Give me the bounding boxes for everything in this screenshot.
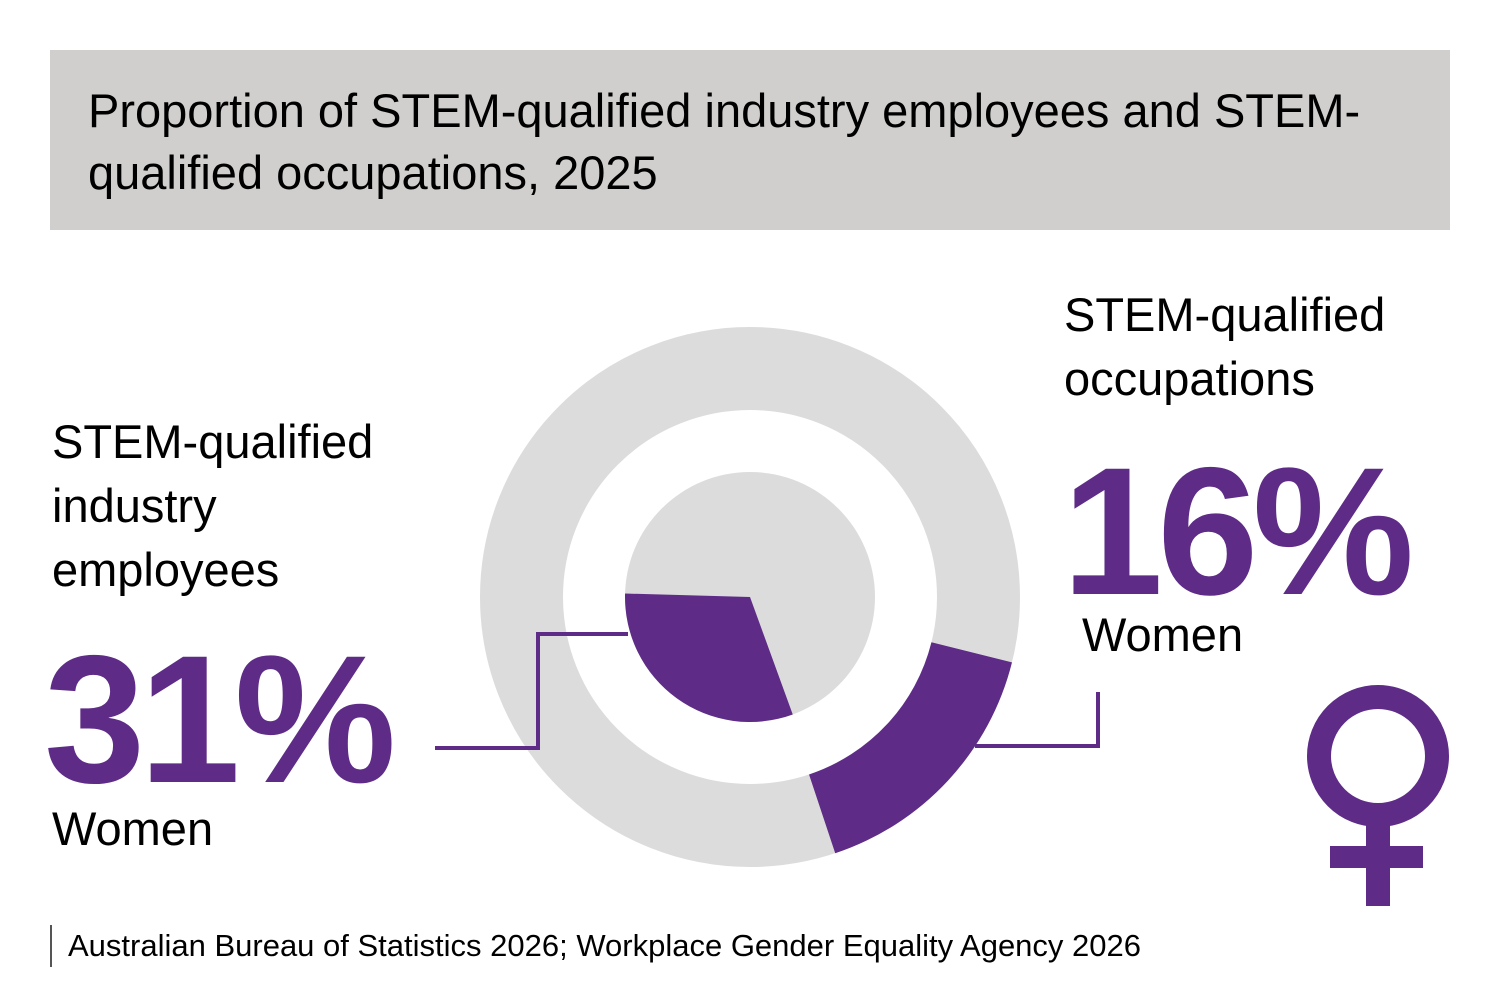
occupations-connector-line [975,692,1100,748]
source-note: Australian Bureau of Statistics 2026; Wo… [50,925,1141,967]
chart-title: Proportion of STEM-qualified industry em… [88,84,1361,199]
occupations-category: Women [1082,608,1244,661]
occupations-label-line-1: STEM-qualified [1064,288,1386,341]
outer-ring-remainder [480,327,1020,867]
occupations-value: 16% [1062,429,1414,633]
female-symbol-icon [1307,685,1449,906]
industry-category: Women [52,802,214,855]
industry-label-line-1: STEM-qualified [52,415,374,468]
industry-label: STEM-qualified industry employees [52,410,373,602]
industry-label-line-3: employees [52,543,280,596]
occupations-label-line-2: occupations [1064,352,1315,405]
industry-connector-line [435,632,628,750]
outer-ring-slice-women [809,642,1012,854]
inner-pie-slice-women [625,593,793,722]
industry-value: 31% [44,617,396,821]
occupations-label: STEM-qualified occupations [1064,283,1385,411]
industry-label-line-2: industry [52,479,217,532]
title-box: Proportion of STEM-qualified industry em… [50,50,1450,230]
